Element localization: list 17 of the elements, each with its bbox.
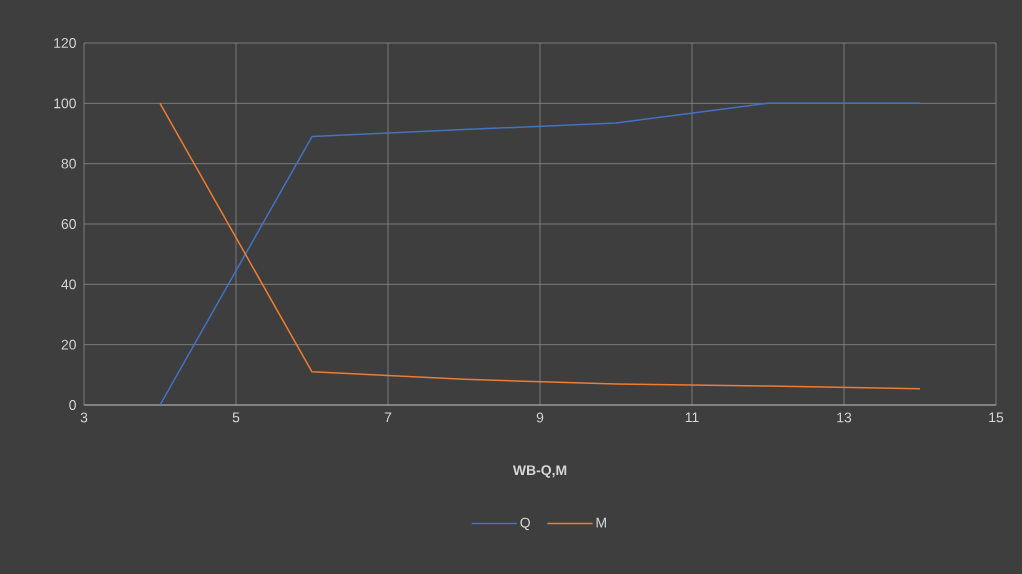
x-tick-label: 13 [837,412,852,423]
y-tick-label: 120 [54,38,76,48]
y-tick-label: 0 [69,400,76,410]
x-tick-label: 3 [80,412,88,423]
legend-label: Q [520,517,530,531]
x-tick-label: 15 [989,412,1004,423]
x-tick-label: 5 [232,412,240,423]
y-tick-label: 60 [61,219,76,229]
y-tick-label: 100 [54,98,76,109]
y-tick-label: 80 [61,158,76,169]
y-tick-label: 20 [61,339,76,350]
y-tick-label: 40 [61,279,76,290]
x-tick-label: 9 [536,412,544,423]
x-tick-label: 11 [685,412,699,423]
x-tick-label: 7 [384,412,392,423]
legend-label: M [596,517,606,528]
x-axis-title: WB-Q,M [512,465,567,478]
